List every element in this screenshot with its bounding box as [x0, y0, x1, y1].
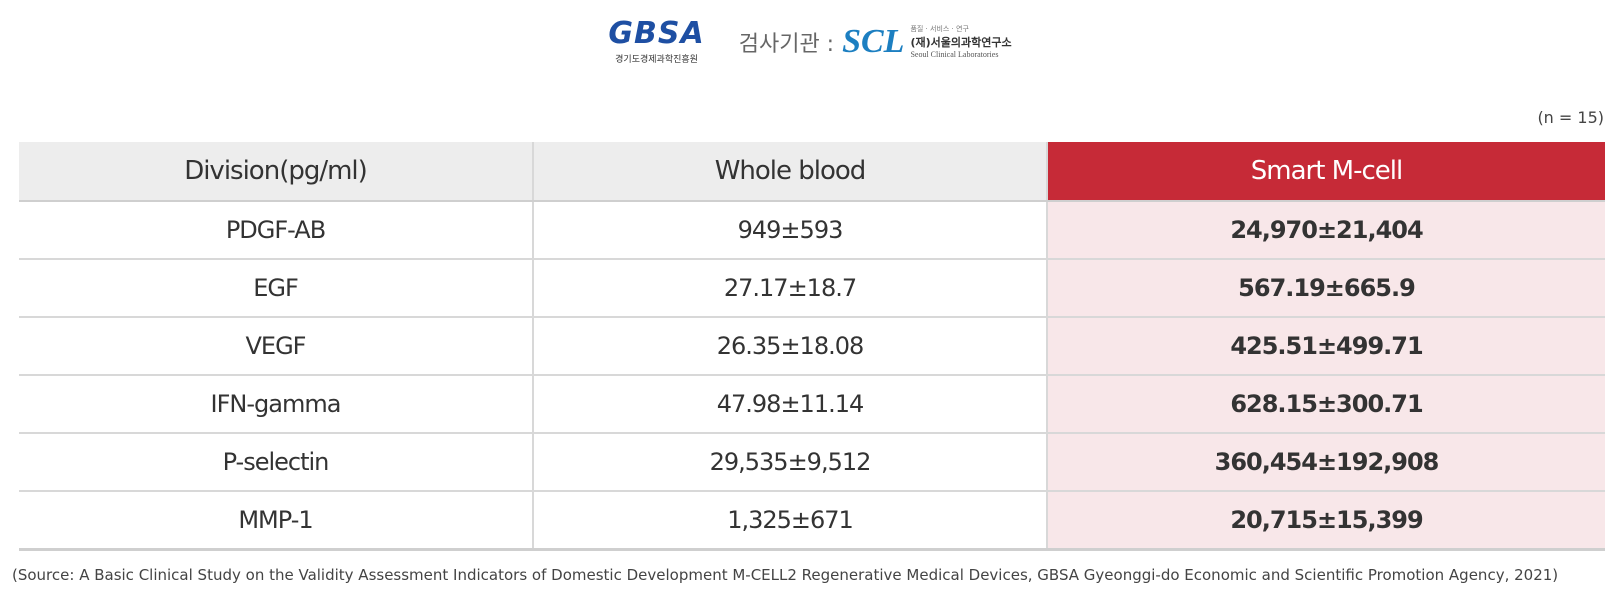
table-row: EGF 27.17±18.7 567.19±665.9 [19, 259, 1605, 318]
cell-smart-mcell: 425.51±499.71 [1046, 317, 1605, 376]
cell-division: IFN-gamma [19, 375, 533, 434]
cell-division: MMP-1 [19, 491, 533, 551]
header-whole-blood: Whole blood [532, 142, 1047, 202]
gbsa-logo: GBSA 경기도경제과학진흥원 [608, 16, 705, 66]
cell-whole-blood: 47.98±11.14 [532, 375, 1047, 434]
cell-whole-blood: 1,325±671 [532, 491, 1047, 551]
cell-smart-mcell: 628.15±300.71 [1046, 375, 1605, 434]
cell-division: P-selectin [19, 433, 533, 492]
cell-smart-mcell: 567.19±665.9 [1046, 259, 1605, 318]
cell-division: VEGF [19, 317, 533, 376]
testing-agency-label: 검사기관 : [738, 31, 835, 57]
header-smart-mcell: Smart M-cell [1046, 142, 1605, 202]
cell-smart-mcell: 360,454±192,908 [1046, 433, 1605, 492]
scl-english-name: Seoul Clinical Laboratories [910, 50, 999, 59]
table-header-row: Division(pg/ml) Whole blood Smart M-cell [19, 142, 1605, 202]
source-note: (Source: A Basic Clinical Study on the V… [12, 566, 1559, 584]
growth-factor-table: Division(pg/ml) Whole blood Smart M-cell… [19, 142, 1605, 551]
cell-division: PDGF-AB [19, 201, 533, 260]
logo-row: GBSA 경기도경제과학진흥원 검사기관 : SCL 품질 · 서비스 · 연구… [608, 16, 1011, 66]
cell-whole-blood: 27.17±18.7 [532, 259, 1047, 318]
table-row: P-selectin 29,535±9,512 360,454±192,908 [19, 433, 1605, 492]
cell-whole-blood: 949±593 [532, 201, 1047, 260]
cell-whole-blood: 26.35±18.08 [532, 317, 1047, 376]
sample-size-label: (n = 15) [1537, 108, 1604, 127]
cell-whole-blood: 29,535±9,512 [532, 433, 1047, 492]
scl-name: (재)서울의과학연구소 [910, 36, 1012, 49]
table-row: PDGF-AB 949±593 24,970±21,404 [19, 201, 1605, 260]
header-division: Division(pg/ml) [19, 142, 533, 202]
table-row: MMP-1 1,325±671 20,715±15,399 [19, 491, 1605, 551]
scl-logo-mark: SCL [842, 22, 905, 60]
scl-tagline: 품질 · 서비스 · 연구 [910, 25, 969, 33]
logo-header: GBSA 경기도경제과학진흥원 검사기관 : SCL 품질 · 서비스 · 연구… [0, 18, 1620, 74]
scl-logo-text: 품질 · 서비스 · 연구 (재)서울의과학연구소 Seoul Clinical… [910, 24, 1011, 59]
table-row: VEGF 26.35±18.08 425.51±499.71 [19, 317, 1605, 376]
cell-smart-mcell: 20,715±15,399 [1046, 491, 1605, 551]
cell-smart-mcell: 24,970±21,404 [1046, 201, 1605, 260]
gbsa-logo-mark: GBSA [608, 16, 705, 51]
gbsa-logo-subtitle: 경기도경제과학진흥원 [615, 55, 698, 65]
table-row: IFN-gamma 47.98±11.14 628.15±300.71 [19, 375, 1605, 434]
cell-division: EGF [19, 259, 533, 318]
